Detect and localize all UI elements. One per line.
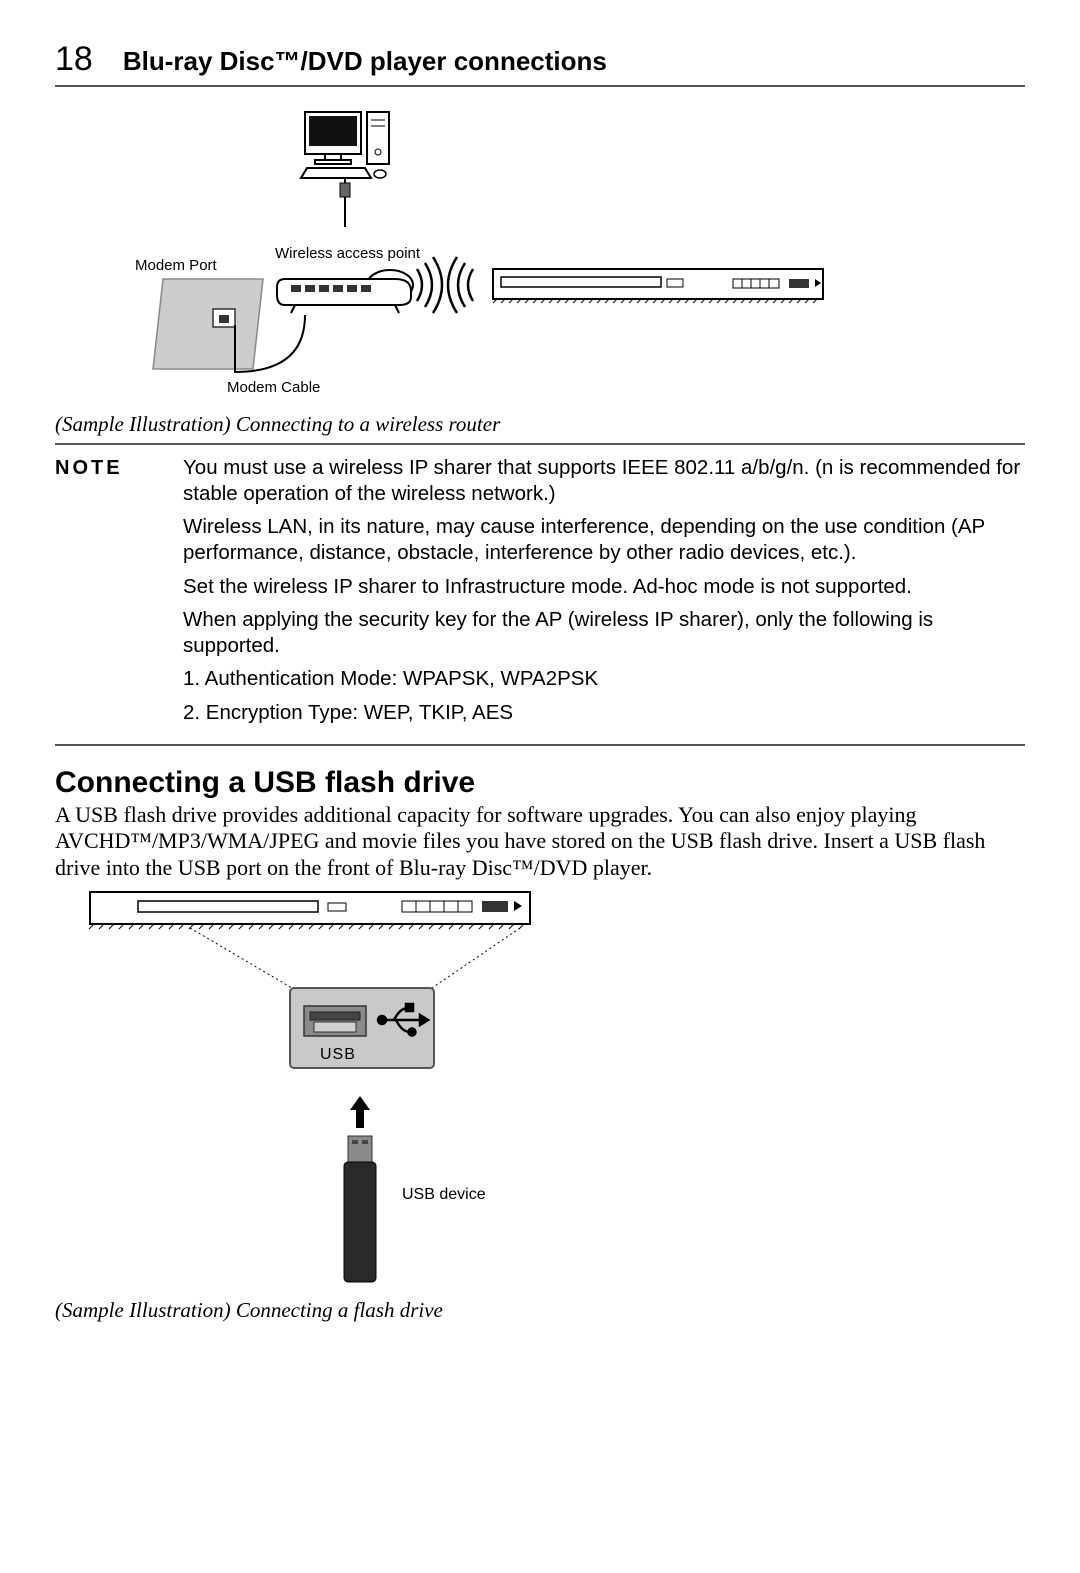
page-title: Blu-ray Disc™/DVD player connections [123, 46, 607, 77]
note-p2: Wireless LAN, in its nature, may cause i… [183, 514, 1025, 565]
note-rule-bottom [55, 744, 1025, 746]
page-header: 18 Blu-ray Disc™/DVD player connections [55, 40, 1025, 87]
usb-heading: Connecting a USB flash drive [55, 766, 1025, 800]
modem-cable-label: Modem Cable [227, 379, 320, 396]
note-p3: Set the wireless IP sharer to Infrastruc… [183, 574, 1025, 600]
note-block: NOTE You must use a wireless IP sharer t… [55, 455, 1025, 734]
note-p4: When applying the security key for the A… [183, 607, 1025, 658]
wireless-diagram-svg [95, 107, 825, 402]
usb-port-label: USB [320, 1046, 356, 1064]
diagram1-caption: (Sample Illustration) Connecting to a wi… [55, 412, 1025, 437]
wireless-router-diagram: Modem Port Wireless access point Modem C… [95, 107, 825, 402]
wireless-ap-label: Wireless access point [275, 245, 420, 262]
usb-diagram-svg [80, 888, 550, 1288]
modem-port-label: Modem Port [135, 257, 217, 274]
note-body: You must use a wireless IP sharer that s… [183, 455, 1025, 734]
usb-body: A USB flash drive provides additional ca… [55, 802, 1025, 882]
page-number: 18 [55, 40, 93, 79]
page: 18 Blu-ray Disc™/DVD player connections [0, 0, 1080, 1387]
usb-device-label: USB device [402, 1186, 486, 1204]
note-rule-top [55, 443, 1025, 445]
note-p1: You must use a wireless IP sharer that s… [183, 455, 1025, 506]
usb-diagram: USB USB device [80, 888, 550, 1288]
note-li1: 1. Authentication Mode: WPAPSK, WPA2PSK [183, 666, 1025, 692]
note-li2: 2. Encryption Type: WEP, TKIP, AES [183, 700, 1025, 726]
diagram2-caption: (Sample Illustration) Connecting a flash… [55, 1298, 1025, 1323]
note-label: NOTE [55, 455, 165, 734]
